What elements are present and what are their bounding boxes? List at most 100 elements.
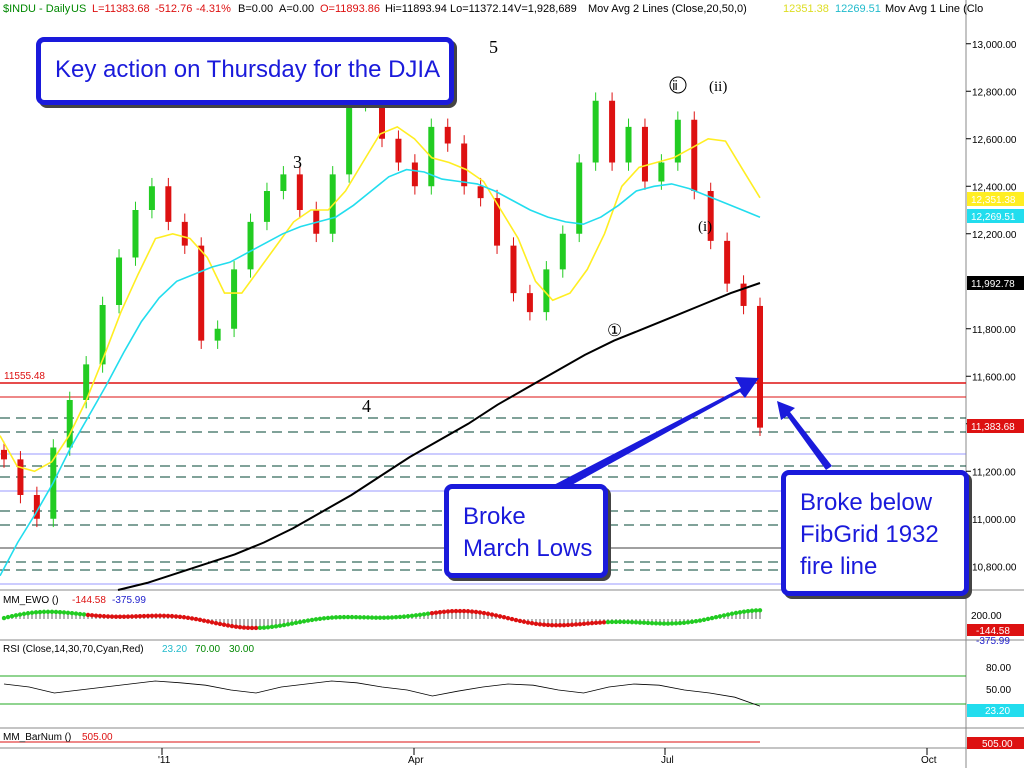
candle-body	[181, 221, 188, 246]
ewo-dot	[125, 614, 131, 619]
header-symbol: $INDU - Daily	[3, 3, 71, 15]
header-last: L=11383.68	[92, 3, 150, 15]
ewo-dot	[333, 615, 339, 620]
tag-last: 11,383.68	[971, 422, 1015, 433]
date-label: '11	[158, 755, 171, 766]
price-tick-label: 12,800.00	[972, 87, 1017, 98]
ewo-dot	[529, 620, 535, 626]
price-tick-label: 12,600.00	[972, 135, 1017, 146]
ewo-dot	[629, 619, 635, 625]
ewo-dot	[489, 612, 495, 617]
ewo-dot	[177, 614, 183, 619]
fib-line1: Broke below	[800, 489, 933, 516]
ewo-dot	[745, 608, 751, 614]
candle-body	[641, 126, 648, 182]
candle-body	[132, 210, 139, 258]
barnum-tag-bg	[967, 737, 1024, 749]
ewo-dot	[81, 612, 87, 617]
ewo-dot	[645, 620, 651, 626]
candle-body	[296, 174, 303, 210]
barnum-label: MM_BarNum ()	[3, 732, 71, 743]
price-tick-label: 11,800.00	[972, 325, 1016, 336]
ewo-dot	[545, 622, 551, 628]
rsi-label: RSI (Close,14,30,70,Cyan,Red)	[3, 644, 144, 655]
ewo-dot	[185, 615, 191, 620]
ewo-dot	[357, 615, 363, 620]
ewo-dot	[33, 610, 39, 615]
ewo-dot	[205, 619, 211, 624]
ewo-dot	[453, 608, 459, 614]
ewo-dot	[69, 610, 75, 616]
wave-label-5: 5	[489, 37, 498, 57]
candle-body	[757, 305, 763, 428]
ewo-dot	[297, 619, 303, 625]
ewo-dot	[741, 609, 747, 614]
ewo-dot	[513, 617, 519, 623]
candle-body	[691, 119, 698, 191]
ewo-dot	[29, 610, 35, 615]
ewo-dot	[265, 625, 271, 630]
price-tick-label: 12,400.00	[972, 182, 1017, 193]
ewo-dot	[309, 617, 315, 623]
wave-label-paren-ii: (ii)	[709, 79, 727, 95]
candle-body	[559, 233, 566, 270]
ewo-dot	[413, 613, 419, 618]
candle-body	[658, 162, 665, 182]
ewo-dot	[581, 621, 587, 627]
ewo-dot	[41, 609, 47, 615]
header-high: Hi=11893.94	[385, 3, 447, 15]
ewo-dot	[97, 613, 103, 619]
ma-line-3	[117, 282, 761, 591]
ewo-dot	[441, 609, 447, 615]
ewo-dot	[405, 614, 411, 619]
tag-ma20-bg	[967, 192, 1024, 206]
ewo-dot	[209, 620, 215, 625]
date-label: Apr	[408, 755, 424, 766]
ewo-dot	[65, 610, 71, 615]
ewo-dot	[301, 619, 307, 624]
ewo-dot	[245, 625, 251, 631]
ewo-dot	[481, 610, 487, 616]
ewo-dot	[373, 615, 379, 620]
ewo-dot	[641, 620, 647, 625]
header-ma2-label: Mov Avg 2 Lines (Close,20,50,0)	[588, 3, 747, 15]
candle-body	[379, 72, 385, 139]
price-axis: 13,000.00 12,800.00 12,600.00 12,400.00 12,2…	[966, 40, 1017, 573]
ewo-dot	[749, 608, 755, 613]
ewo-dot	[721, 613, 727, 618]
ewo-dot	[181, 615, 187, 620]
rsi-tick-50: 50.00	[986, 685, 1011, 696]
header-low: Lo=11372.14	[450, 3, 514, 15]
ewo-dot	[225, 623, 231, 628]
header-open: O=11893.86	[320, 3, 380, 15]
ewo-dot	[397, 614, 403, 620]
ewo-dot	[365, 615, 371, 620]
title-callout: Key action on Thursday for the DJIA	[36, 37, 454, 105]
ewo-dot	[137, 614, 143, 619]
ewo-dot	[149, 613, 155, 619]
ewo-dot	[21, 611, 27, 617]
ewo-dot	[169, 613, 175, 619]
ewo-dot	[637, 620, 643, 625]
price-tags: 12,351.38 12,269.51 11,992.78 11,383.68	[967, 192, 1024, 433]
ewo-dot	[17, 612, 23, 617]
march-lows-callout: Broke March Lows	[444, 484, 608, 578]
ewo-dot	[505, 615, 511, 621]
ewo-dot	[457, 608, 463, 614]
tag-ma50-bg	[967, 209, 1024, 223]
wave-label-4: 4	[362, 396, 371, 416]
ewo-dot	[653, 621, 659, 626]
ewo-dot	[305, 618, 311, 623]
price-tick-label: 11,200.00	[972, 467, 1016, 478]
header-ma2-val2: 12269.51	[835, 3, 881, 15]
ewo-dot	[249, 625, 255, 631]
candle-body	[510, 245, 517, 294]
ewo-dot	[37, 609, 43, 615]
ewo-dot	[129, 614, 135, 619]
wave-label-circle-ii: ⅱ	[672, 78, 678, 93]
ewo-dot	[329, 615, 335, 620]
candle-body	[1, 449, 7, 460]
fib-line2: FibGrid 1932	[800, 521, 939, 548]
ewo-dot	[729, 611, 735, 616]
ewo-dot	[661, 621, 667, 626]
